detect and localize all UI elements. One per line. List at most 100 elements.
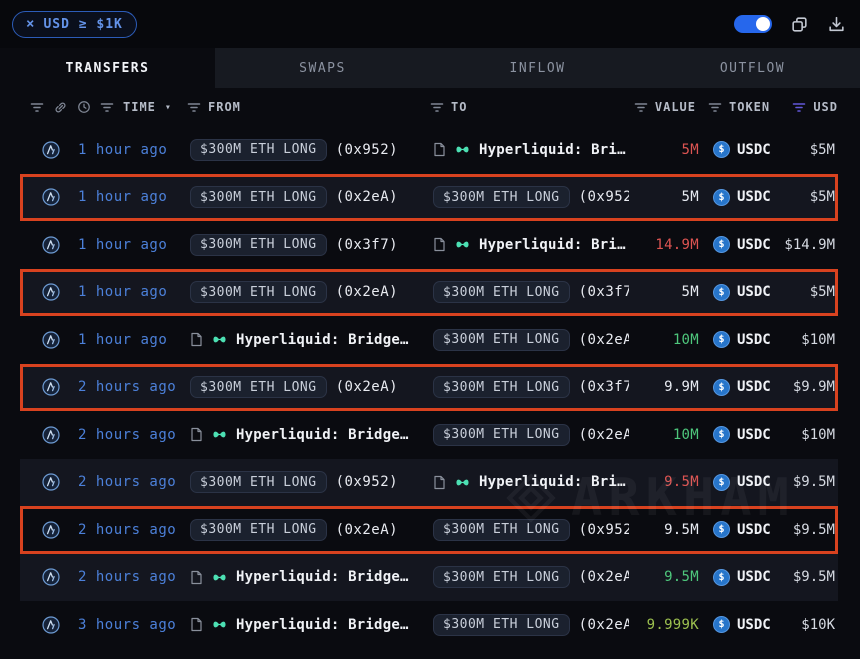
table-row[interactable]: 2 hours ago $300M ETH LONG (0x952) Hyperliq… <box>20 458 838 506</box>
entity-pill[interactable]: $300M ETH LONG <box>433 566 570 589</box>
entity-name[interactable]: Hyperliquid: Bridge… <box>236 331 409 348</box>
time-cell[interactable]: 1 hour ago <box>78 331 168 348</box>
column-header-token[interactable]: TOKEN <box>696 100 776 114</box>
tab-swaps[interactable]: SWAPS <box>215 48 430 88</box>
tab-outflow[interactable]: OUTFLOW <box>645 48 860 88</box>
entity-pill[interactable]: $300M ETH LONG <box>433 423 570 446</box>
token-cell[interactable]: $ USDC <box>699 378 779 396</box>
address-label[interactable]: (0x952) <box>335 141 399 158</box>
to-cell[interactable]: $300M ETH LONG (0x2eA) <box>433 613 629 636</box>
entity-name[interactable]: Hyperliquid: Bridge… <box>236 426 409 443</box>
token-cell[interactable]: $ USDC <box>699 521 779 539</box>
from-cell[interactable]: $300M ETH LONG (0x2eA) <box>190 376 433 399</box>
remove-filter-icon[interactable]: × <box>26 16 36 32</box>
from-cell[interactable]: Hyperliquid: Bridge… <box>190 569 433 585</box>
from-cell[interactable]: Hyperliquid: Bridge… <box>190 427 433 443</box>
time-cell[interactable]: 2 hours ago <box>78 569 177 586</box>
time-cell[interactable]: 2 hours ago <box>78 379 177 396</box>
download-button[interactable] <box>827 15 846 34</box>
address-label[interactable]: (0x3f7) <box>578 379 629 396</box>
token-cell[interactable]: $ USDC <box>699 188 779 206</box>
address-label[interactable]: (0x2eA) <box>578 426 629 443</box>
entity-pill[interactable]: $300M ETH LONG <box>190 376 327 399</box>
time-cell[interactable]: 1 hour ago <box>78 284 168 301</box>
to-cell[interactable]: $300M ETH LONG (0x2eA) <box>433 566 629 589</box>
token-cell[interactable]: $ USDC <box>699 568 779 586</box>
from-cell[interactable]: $300M ETH LONG (0x3f7) <box>190 233 433 256</box>
from-cell[interactable]: $300M ETH LONG (0x952) <box>190 138 433 161</box>
time-cell[interactable]: 2 hours ago <box>78 474 177 491</box>
entity-name[interactable]: Hyperliquid: Bridge… <box>479 141 629 158</box>
copy-button[interactable] <box>790 15 809 34</box>
entity-pill[interactable]: $300M ETH LONG <box>190 233 327 256</box>
token-cell[interactable]: $ USDC <box>699 616 779 634</box>
time-cell[interactable]: 2 hours ago <box>78 426 177 443</box>
from-cell[interactable]: $300M ETH LONG (0x2eA) <box>190 281 433 304</box>
filter-funnel-icon[interactable] <box>634 100 648 114</box>
to-cell[interactable]: $300M ETH LONG (0x2eA) <box>433 423 629 446</box>
to-cell[interactable]: $300M ETH LONG (0x3f7) <box>433 376 629 399</box>
time-cell[interactable]: 2 hours ago <box>78 521 177 538</box>
filter-funnel-icon[interactable] <box>100 100 114 114</box>
entity-name[interactable]: Hyperliquid: Bridge… <box>479 236 629 253</box>
table-row[interactable]: 1 hour ago $300M ETH LONG (0x3f7) Hyperliqu… <box>20 221 838 269</box>
filter-funnel-icon-active[interactable] <box>792 100 806 114</box>
token-cell[interactable]: $ USDC <box>699 283 779 301</box>
entity-pill[interactable]: $300M ETH LONG <box>433 613 570 636</box>
address-label[interactable]: (0x3f7) <box>335 236 399 253</box>
from-cell[interactable]: Hyperliquid: Bridge… <box>190 617 433 633</box>
column-header-to[interactable]: TO <box>430 100 626 114</box>
entity-pill[interactable]: $300M ETH LONG <box>433 376 570 399</box>
address-label[interactable]: (0x2eA) <box>335 521 399 538</box>
clock-icon[interactable] <box>77 100 91 114</box>
to-cell[interactable]: Hyperliquid: Bridge… <box>433 237 629 253</box>
table-row[interactable]: 1 hour ago $300M ETH LONG (0x952) Hyperliqu… <box>20 126 838 174</box>
column-header-usd[interactable]: USD <box>776 100 838 114</box>
entity-pill[interactable]: $300M ETH LONG <box>433 281 570 304</box>
address-label[interactable]: (0x952) <box>335 474 399 491</box>
time-cell[interactable]: 1 hour ago <box>78 141 168 158</box>
entity-pill[interactable]: $300M ETH LONG <box>190 471 327 494</box>
token-cell[interactable]: $ USDC <box>699 426 779 444</box>
table-row[interactable]: 2 hours ago Hyperliquid: Bridge… $300M ETH… <box>20 553 838 601</box>
table-row[interactable]: 3 hours ago Hyperliquid: Bridge… $300M ETH… <box>20 601 838 649</box>
tab-inflow[interactable]: INFLOW <box>430 48 645 88</box>
entity-name[interactable]: Hyperliquid: Bridge… <box>479 474 629 491</box>
token-cell[interactable]: $ USDC <box>699 141 779 159</box>
entity-pill[interactable]: $300M ETH LONG <box>190 518 327 541</box>
token-cell[interactable]: $ USDC <box>699 236 779 254</box>
entity-name[interactable]: Hyperliquid: Bridge… <box>236 616 409 633</box>
table-row[interactable]: 2 hours ago Hyperliquid: Bridge… $300M ETH… <box>20 411 838 459</box>
table-row[interactable]: 1 hour ago Hyperliquid: Bridge… $300M ETH … <box>20 316 838 364</box>
table-row[interactable]: 1 hour ago $300M ETH LONG (0x2eA) $300M ETH… <box>20 268 838 316</box>
address-label[interactable]: (0x2eA) <box>335 379 399 396</box>
address-label[interactable]: (0x2eA) <box>335 189 399 206</box>
to-cell[interactable]: $300M ETH LONG (0x952) <box>433 518 629 541</box>
time-cell[interactable]: 1 hour ago <box>78 189 168 206</box>
usd-filter-pill[interactable]: × USD ≥ $1K <box>12 10 137 38</box>
from-cell[interactable]: $300M ETH LONG (0x2eA) <box>190 518 433 541</box>
token-cell[interactable]: $ USDC <box>699 331 779 349</box>
to-cell[interactable]: Hyperliquid: Bridge… <box>433 474 629 490</box>
address-label[interactable]: (0x2eA) <box>578 569 629 586</box>
entity-pill[interactable]: $300M ETH LONG <box>433 518 570 541</box>
tab-transfers[interactable]: TRANSFERS <box>0 48 215 88</box>
sort-caret-icon[interactable]: ▾ <box>164 101 172 113</box>
entity-pill[interactable]: $300M ETH LONG <box>190 186 327 209</box>
address-label[interactable]: (0x2eA) <box>578 616 629 633</box>
token-cell[interactable]: $ USDC <box>699 473 779 491</box>
column-header-value[interactable]: VALUE <box>626 100 696 114</box>
address-label[interactable]: (0x952) <box>578 189 629 206</box>
table-row[interactable]: 2 hours ago $300M ETH LONG (0x2eA) $300M ET… <box>20 506 838 554</box>
to-cell[interactable]: $300M ETH LONG (0x3f7) <box>433 281 629 304</box>
address-label[interactable]: (0x952) <box>578 521 629 538</box>
address-label[interactable]: (0x3f7) <box>578 284 629 301</box>
from-cell[interactable]: Hyperliquid: Bridge… <box>190 332 433 348</box>
address-label[interactable]: (0x2eA) <box>578 331 629 348</box>
column-header-time[interactable]: TIME ▾ <box>20 100 187 115</box>
filter-funnel-icon[interactable] <box>708 100 722 114</box>
to-cell[interactable]: Hyperliquid: Bridge… <box>433 142 629 158</box>
time-cell[interactable]: 3 hours ago <box>78 616 177 633</box>
address-label[interactable]: (0x2eA) <box>335 284 399 301</box>
filter-funnel-icon[interactable] <box>30 100 44 114</box>
